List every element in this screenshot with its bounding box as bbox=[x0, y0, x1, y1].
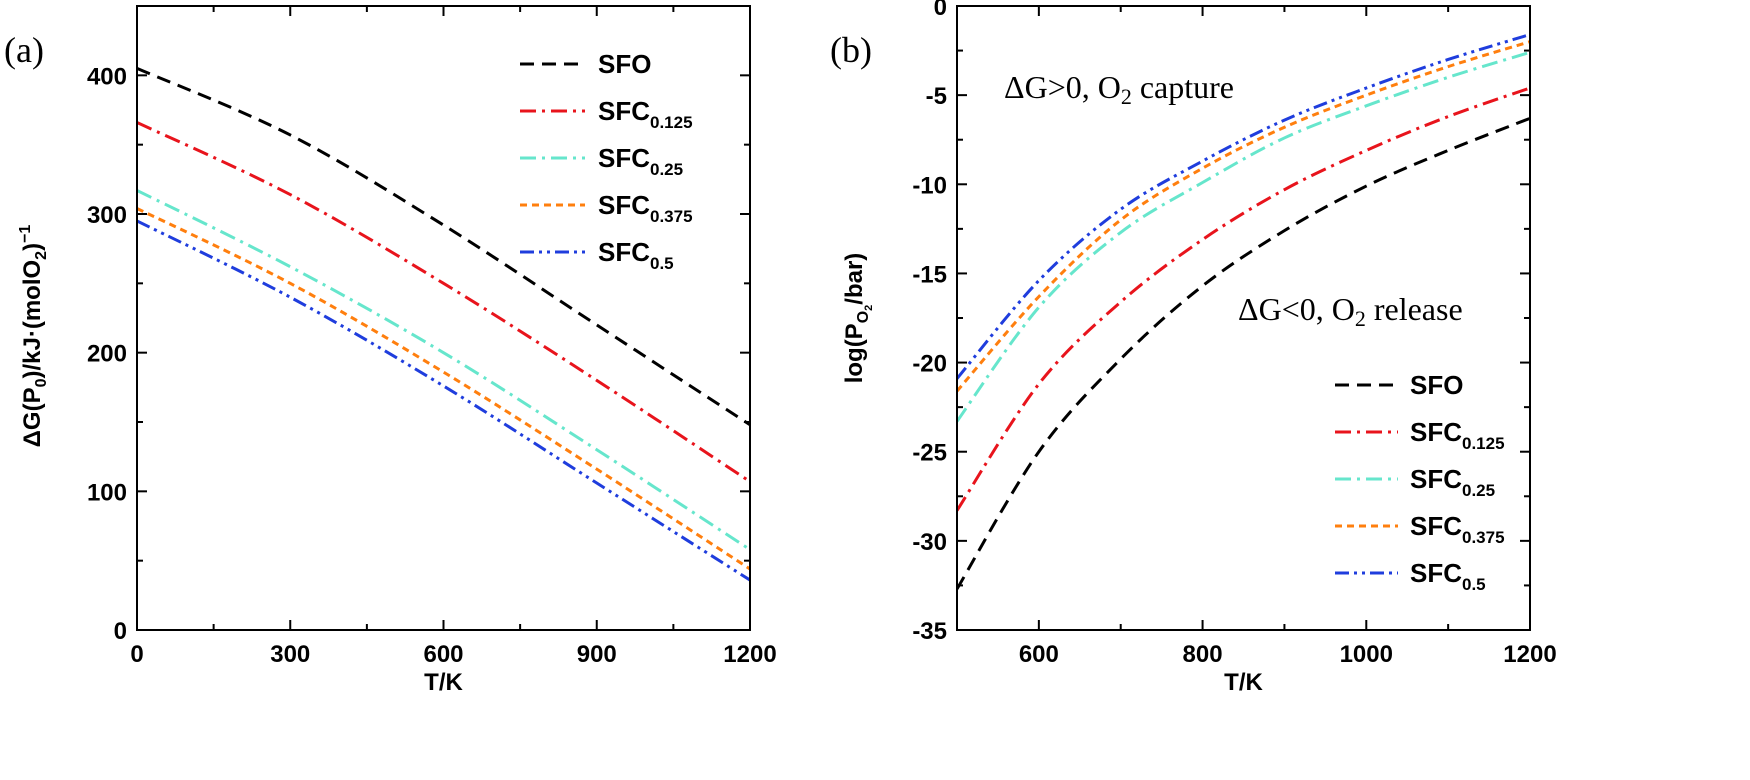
legend-sub: 0.25 bbox=[1462, 481, 1495, 500]
x-tick-label: 900 bbox=[577, 641, 617, 668]
y-tick-label: -5 bbox=[926, 83, 947, 110]
y-tick-label: -25 bbox=[912, 440, 947, 467]
annotation-part: release bbox=[1366, 291, 1463, 327]
annotation-sub: 2 bbox=[1355, 306, 1366, 331]
legend-base: SFC bbox=[1410, 558, 1462, 588]
x-tick-label: 600 bbox=[1019, 641, 1059, 668]
y-tick-label: -20 bbox=[912, 351, 947, 378]
x-tick-label: 0 bbox=[130, 641, 143, 668]
legend-sub: 0.375 bbox=[1462, 528, 1505, 547]
legend-sub: 0.5 bbox=[650, 254, 674, 273]
legend-entry: SFC0.5 bbox=[1410, 558, 1486, 594]
series-line-sfc0375 bbox=[957, 40, 1530, 393]
y-axis-title: ΔG(P0)/kJ·(molO2)−1 bbox=[17, 225, 50, 448]
ylabel-subsub: 2 bbox=[863, 305, 875, 311]
ylabel-part: ΔG(P bbox=[19, 387, 46, 447]
y-tick-label: -35 bbox=[912, 618, 947, 645]
legend-sub: 0.125 bbox=[650, 113, 693, 132]
panel-b: 600 800 1000 1200 0 -5 -10 -15 -20 -25 -30 -35 T/K lo… bbox=[830, 0, 1557, 696]
legend-sub: 0.375 bbox=[650, 207, 693, 226]
annotation-part: ΔG<0, O bbox=[1238, 291, 1355, 327]
ylabel-sub: 2 bbox=[33, 251, 50, 260]
x-tick-label: 300 bbox=[270, 641, 310, 668]
legend-base: SFC bbox=[1410, 464, 1462, 494]
legend-entry: SFC0.125 bbox=[598, 96, 693, 132]
annotation-part: ΔG>0, O bbox=[1004, 69, 1121, 105]
ylabel-sup: −1 bbox=[17, 225, 34, 243]
y-tick-label: 0 bbox=[114, 618, 127, 645]
series-line-sfc025 bbox=[957, 50, 1530, 423]
series-line-sfc0375 bbox=[137, 207, 750, 571]
y-tick-label: 400 bbox=[87, 63, 127, 90]
y-tick-label: 200 bbox=[87, 341, 127, 368]
series-line-sfc0125 bbox=[137, 121, 750, 483]
y-tick-label: 300 bbox=[87, 202, 127, 229]
legend-entry: SFC0.25 bbox=[598, 143, 683, 179]
ylabel-part: ) bbox=[19, 243, 46, 251]
legend-sub: 0.125 bbox=[1462, 434, 1505, 453]
legend-entry: SFC0.25 bbox=[1410, 464, 1495, 500]
legend-base: SFC bbox=[598, 237, 650, 267]
legend-entry: SFC0.125 bbox=[1410, 417, 1505, 453]
legend-entry: SFC0.5 bbox=[598, 237, 674, 273]
ylabel-sub: O bbox=[855, 311, 872, 323]
legend-entry: SFO bbox=[598, 49, 651, 79]
annotation-sub: 2 bbox=[1121, 84, 1132, 109]
x-tick-label: 1200 bbox=[723, 641, 776, 668]
y-tick-label: 0 bbox=[934, 0, 947, 21]
x-tick-label: 600 bbox=[423, 641, 463, 668]
y-tick-label: -15 bbox=[912, 261, 947, 288]
legend-base: SFC bbox=[598, 190, 650, 220]
legend-base: SFC bbox=[1410, 511, 1462, 541]
legend-base: SFC bbox=[598, 143, 650, 173]
series-line-sfc05 bbox=[137, 219, 750, 582]
x-axis-title: T/K bbox=[1224, 669, 1263, 696]
ylabel-sub: 0 bbox=[33, 378, 50, 387]
series-line-sfo bbox=[957, 116, 1530, 590]
series-line-sfo bbox=[137, 67, 750, 427]
legend-base: SFC bbox=[1410, 417, 1462, 447]
series-line-sfc0125 bbox=[957, 86, 1530, 512]
ylabel-part: /bar) bbox=[841, 253, 868, 305]
panel-a: 0 300 600 900 12000100200300400T/KΔG(P0)/kJ·… bbox=[4, 5, 777, 696]
x-axis-title: T/K bbox=[424, 669, 463, 696]
legend-entry: SFC0.375 bbox=[598, 190, 693, 226]
y-axis-title: log(PO2/bar) bbox=[841, 253, 875, 384]
ylabel-part: )/kJ·(molO bbox=[19, 260, 46, 379]
annotation-part: capture bbox=[1132, 69, 1234, 105]
panel-label: (a) bbox=[4, 30, 44, 70]
y-tick-label: 100 bbox=[87, 479, 127, 506]
annotation: ΔG>0, O2 capture bbox=[1004, 69, 1234, 109]
x-tick-label: 800 bbox=[1183, 641, 1223, 668]
legend-base: SFC bbox=[598, 96, 650, 126]
ylabel-part: log(P bbox=[841, 323, 868, 383]
x-tick-label: 1000 bbox=[1340, 641, 1393, 668]
x-tick-label: 1200 bbox=[1503, 641, 1556, 668]
panel-label: (b) bbox=[830, 30, 872, 70]
legend-entry: SFO bbox=[1410, 370, 1463, 400]
legend-entry: SFC0.375 bbox=[1410, 511, 1505, 547]
legend-sub: 0.5 bbox=[1462, 575, 1486, 594]
annotation: ΔG<0, O2 release bbox=[1238, 291, 1463, 331]
legend-sub: 0.25 bbox=[650, 160, 683, 179]
series-line-sfc025 bbox=[137, 189, 750, 551]
y-tick-label: -30 bbox=[912, 529, 947, 556]
y-tick-label: -10 bbox=[912, 172, 947, 199]
series-line-sfc05 bbox=[957, 33, 1530, 380]
plot-frame bbox=[136, 5, 751, 631]
